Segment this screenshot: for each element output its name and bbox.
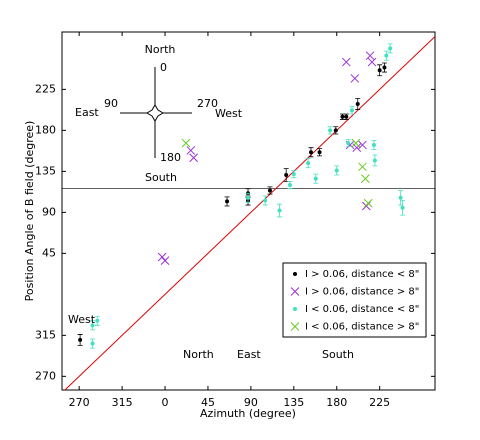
x-tick-label: 45 xyxy=(201,396,215,409)
dot-marker xyxy=(287,183,292,188)
annotation: East xyxy=(237,348,261,361)
y-tick-label: 225 xyxy=(35,82,56,95)
dot-marker xyxy=(78,337,83,342)
dot-marker xyxy=(398,195,403,200)
y-tick-label: 135 xyxy=(35,164,56,177)
x-marker xyxy=(361,201,371,211)
dot-marker xyxy=(313,176,318,181)
dot-marker xyxy=(344,114,349,119)
x-marker xyxy=(189,153,199,163)
x-tick-label: 0 xyxy=(162,396,169,409)
plot-area xyxy=(62,35,435,390)
dot-marker xyxy=(372,158,377,163)
compass-label: East xyxy=(75,106,99,119)
legend-label: I < 0.06, distance < 8" xyxy=(305,304,419,315)
dot-marker xyxy=(308,150,313,155)
dot-marker xyxy=(90,341,95,346)
x-marker xyxy=(351,138,361,148)
legend-label: I > 0.06, distance > 8" xyxy=(305,287,419,298)
y-tick-label: 315 xyxy=(35,328,56,341)
compass-label: North xyxy=(145,43,176,56)
dot-marker xyxy=(400,205,405,210)
x-marker xyxy=(341,57,351,67)
x-tick-label: 135 xyxy=(283,396,304,409)
compass-label: 180 xyxy=(160,151,181,164)
dot-marker xyxy=(334,168,339,173)
dot-marker xyxy=(291,172,296,177)
dot-marker xyxy=(350,108,355,113)
dot-marker xyxy=(340,114,345,119)
annotation: South xyxy=(322,348,354,361)
legend-marker xyxy=(290,287,300,296)
y-tick-label: 270 xyxy=(35,369,56,382)
dot-marker xyxy=(284,173,289,178)
dot-marker xyxy=(346,141,351,146)
y-tick-label: 90 xyxy=(42,205,56,218)
x-marker xyxy=(358,162,367,172)
dot-marker xyxy=(225,199,230,204)
x-tick-label: 90 xyxy=(244,396,258,409)
plot-frame xyxy=(61,31,436,391)
compass-label: West xyxy=(215,107,243,120)
x-marker xyxy=(363,198,373,208)
dot-marker xyxy=(333,128,338,133)
legend-marker xyxy=(293,272,297,276)
legend-label: I > 0.06, distance < 8" xyxy=(305,269,419,280)
x-marker xyxy=(361,174,370,184)
x-marker xyxy=(350,74,360,83)
x-marker xyxy=(358,140,367,150)
x-axis-label: Azimuth (degree) xyxy=(200,407,296,420)
dot-marker xyxy=(306,161,311,166)
dot-marker xyxy=(277,208,282,213)
dot-marker xyxy=(95,318,100,323)
x-tick-label: 225 xyxy=(369,396,390,409)
x-marker xyxy=(365,51,375,61)
dot-marker xyxy=(246,195,251,200)
y-axis-label: Position Angle of B field (degree) xyxy=(23,121,36,302)
x-tick-label: 270 xyxy=(69,396,90,409)
dot-marker xyxy=(388,46,393,51)
dot-marker xyxy=(355,101,360,106)
dot-marker xyxy=(90,323,95,328)
dot-marker xyxy=(267,188,272,193)
legend: I > 0.06, distance < 8" I > 0.06, distanc… xyxy=(282,262,427,338)
x-marker xyxy=(186,146,196,155)
x-marker xyxy=(181,138,191,148)
compass-label: 0 xyxy=(160,61,167,74)
dot-marker xyxy=(377,68,382,73)
y-tick-label: 180 xyxy=(35,123,56,136)
legend-marker xyxy=(293,307,297,311)
legend-box xyxy=(282,262,427,338)
legend-label: I < 0.06, distance > 8" xyxy=(305,322,419,333)
dot-marker xyxy=(384,53,389,58)
compass-label: 90 xyxy=(104,97,118,110)
dot-marker xyxy=(371,142,376,147)
diagonal-line xyxy=(64,35,435,390)
compass-label: 270 xyxy=(197,97,218,110)
x-marker xyxy=(367,57,377,67)
legend-marker xyxy=(290,322,300,331)
x-tick-label: 180 xyxy=(326,396,347,409)
annotation: North xyxy=(183,348,214,361)
dot-marker xyxy=(382,65,387,70)
x-marker xyxy=(160,256,170,265)
x-marker xyxy=(157,252,167,262)
y-tick-label: 45 xyxy=(42,246,56,259)
dot-marker xyxy=(328,128,333,133)
x-tick-label: 315 xyxy=(112,396,133,409)
annotation: West xyxy=(68,313,96,326)
dot-marker xyxy=(263,198,268,203)
dot-marker xyxy=(317,150,322,155)
compass-star xyxy=(146,104,164,122)
compass-label: South xyxy=(145,171,177,184)
